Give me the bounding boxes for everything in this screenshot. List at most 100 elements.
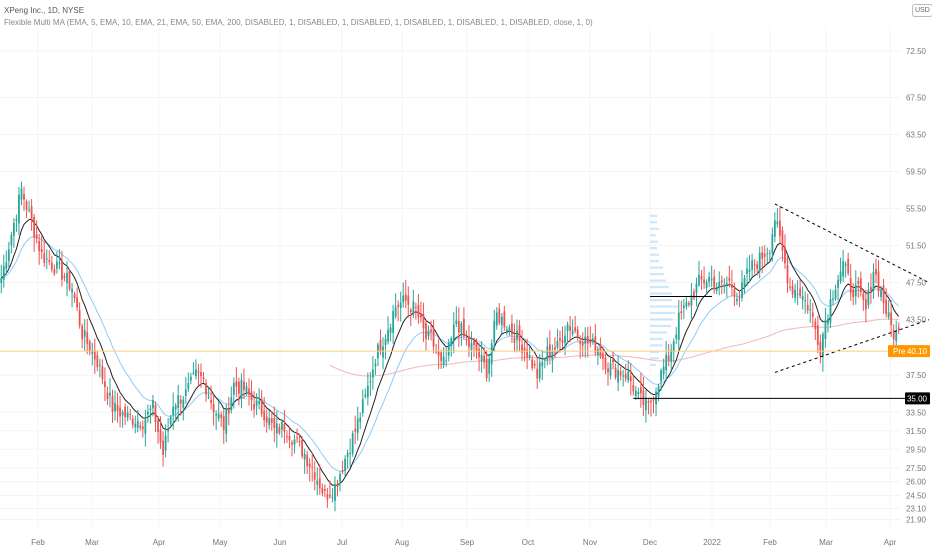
candle-body[interactable]	[637, 391, 640, 395]
candle-body[interactable]	[455, 320, 458, 324]
candle-body[interactable]	[738, 297, 741, 299]
candle-body[interactable]	[101, 366, 104, 380]
candle-body[interactable]	[311, 467, 314, 469]
candle-body[interactable]	[897, 327, 900, 331]
candle-body[interactable]	[895, 330, 898, 342]
candle-body[interactable]	[594, 336, 597, 353]
candle-body[interactable]	[270, 418, 273, 423]
candle-body[interactable]	[725, 283, 728, 286]
candle-body[interactable]	[212, 404, 215, 413]
candle-body[interactable]	[877, 271, 880, 292]
candle-body[interactable]	[650, 400, 652, 403]
candle-body[interactable]	[50, 262, 53, 270]
candle-body[interactable]	[43, 253, 46, 263]
candle-body[interactable]	[104, 381, 106, 387]
candle-body[interactable]	[124, 406, 127, 417]
candle-body[interactable]	[157, 420, 159, 432]
candle-body[interactable]	[811, 312, 814, 317]
candle-body[interactable]	[832, 298, 834, 300]
candle-body[interactable]	[131, 418, 134, 425]
candle-body[interactable]	[508, 327, 511, 332]
candle-body[interactable]	[892, 330, 895, 340]
candle-body[interactable]	[756, 264, 759, 269]
candle-body[interactable]	[468, 336, 470, 347]
candle-body[interactable]	[126, 412, 129, 418]
candle-body[interactable]	[10, 234, 13, 246]
candle-body[interactable]	[23, 194, 25, 200]
candle-body[interactable]	[111, 396, 114, 412]
candle-body[interactable]	[240, 379, 243, 399]
candle-body[interactable]	[397, 304, 400, 307]
candle-body[interactable]	[677, 312, 680, 340]
candle-body[interactable]	[20, 188, 23, 200]
candle-body[interactable]	[776, 221, 779, 225]
candle-body[interactable]	[736, 299, 738, 302]
candle-body[interactable]	[460, 323, 463, 333]
candle-body[interactable]	[25, 201, 28, 210]
candle-body[interactable]	[174, 405, 177, 410]
candle-body[interactable]	[154, 404, 157, 423]
candle-body[interactable]	[253, 404, 255, 410]
candle-body[interactable]	[134, 423, 137, 427]
candle-body[interactable]	[159, 429, 162, 443]
candle-body[interactable]	[589, 340, 592, 344]
candle-body[interactable]	[503, 311, 506, 328]
candle-body[interactable]	[698, 274, 700, 286]
candle-body[interactable]	[806, 304, 809, 311]
candle-body[interactable]	[571, 330, 574, 335]
candle-body[interactable]	[379, 339, 382, 353]
candle-body[interactable]	[414, 306, 417, 308]
candle-body[interactable]	[819, 341, 822, 356]
candle-body[interactable]	[116, 405, 119, 412]
candle-body[interactable]	[331, 496, 334, 498]
candle-body[interactable]	[493, 320, 496, 343]
candle-body[interactable]	[660, 370, 662, 382]
candle-body[interactable]	[604, 357, 607, 370]
candle-body[interactable]	[245, 386, 248, 393]
candle-body[interactable]	[296, 437, 298, 439]
candle-body[interactable]	[670, 349, 673, 363]
candle-body[interactable]	[816, 325, 819, 345]
candle-body[interactable]	[349, 452, 352, 454]
candle-body[interactable]	[248, 388, 250, 395]
candle-body[interactable]	[746, 268, 748, 274]
candle-body[interactable]	[162, 440, 164, 455]
candle-body[interactable]	[450, 338, 453, 347]
candle-body[interactable]	[399, 302, 402, 309]
candle-body[interactable]	[531, 359, 534, 369]
candle-body[interactable]	[521, 344, 523, 353]
candle-body[interactable]	[359, 417, 362, 422]
candle-body[interactable]	[164, 435, 167, 451]
candle-body[interactable]	[591, 338, 594, 342]
candle-body[interactable]	[609, 363, 612, 376]
candle-body[interactable]	[422, 314, 425, 329]
candle-body[interactable]	[821, 333, 824, 358]
candle-body[interactable]	[682, 305, 685, 308]
candle-body[interactable]	[40, 249, 43, 252]
candle-body[interactable]	[875, 269, 877, 275]
candle-body[interactable]	[596, 349, 599, 356]
candle-body[interactable]	[465, 338, 468, 341]
candle-body[interactable]	[263, 410, 266, 421]
candle-body[interactable]	[5, 262, 8, 269]
candle-body[interactable]	[387, 329, 389, 342]
candle-body[interactable]	[35, 234, 38, 239]
candle-body[interactable]	[445, 360, 448, 362]
candle-body[interactable]	[13, 222, 15, 236]
candle-body[interactable]	[28, 209, 30, 211]
candle-body[interactable]	[61, 260, 63, 280]
candle-body[interactable]	[316, 480, 319, 485]
candle-body[interactable]	[857, 280, 860, 284]
candle-body[interactable]	[528, 355, 531, 358]
candle-body[interactable]	[713, 276, 716, 289]
candle-body[interactable]	[382, 346, 384, 358]
candle-body[interactable]	[629, 376, 632, 382]
candle-body[interactable]	[114, 402, 116, 412]
candle-body[interactable]	[430, 329, 432, 332]
candle-body[interactable]	[306, 454, 309, 467]
candle-body[interactable]	[15, 219, 18, 221]
candle-body[interactable]	[202, 377, 205, 379]
candle-body[interactable]	[518, 325, 521, 342]
candle-body[interactable]	[478, 348, 480, 358]
